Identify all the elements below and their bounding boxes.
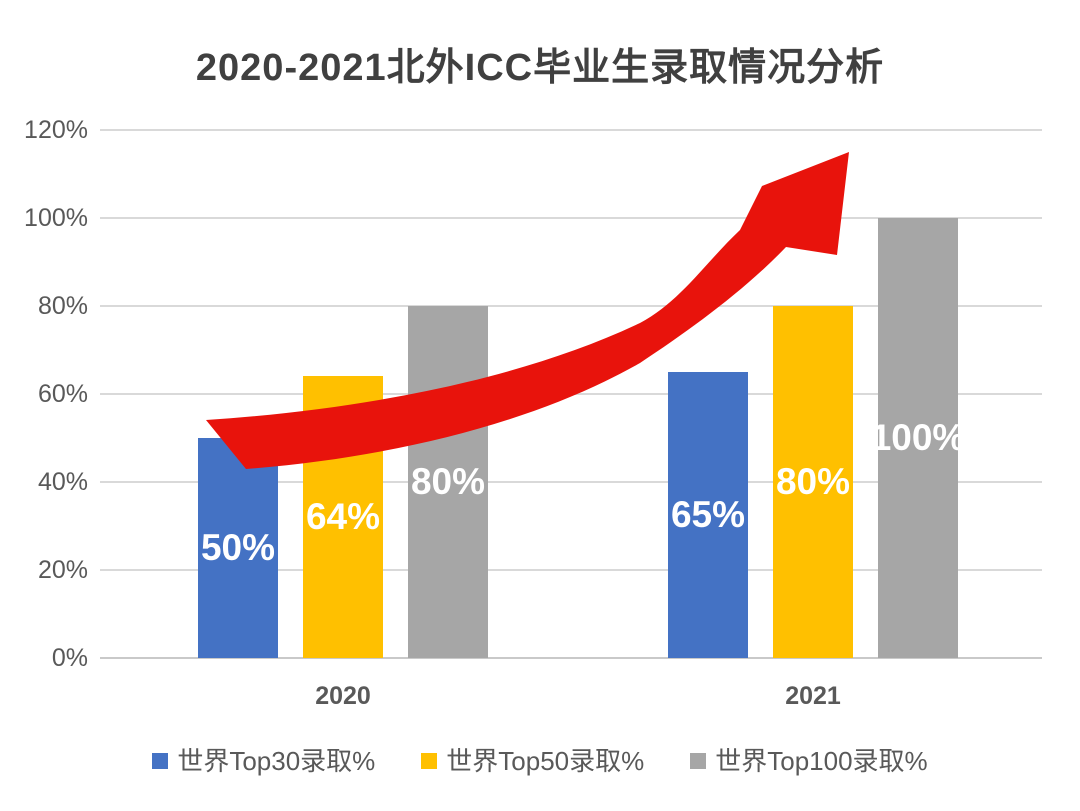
bar-value-label: 80% bbox=[410, 461, 486, 502]
legend-item: 世界Top30录取% bbox=[152, 746, 375, 776]
y-tick-label: 120% bbox=[24, 116, 88, 144]
bar-yellow-2020: 64% bbox=[303, 376, 383, 658]
bar-value-label: 65% bbox=[670, 494, 746, 535]
y-tick-label: 20% bbox=[37, 556, 88, 584]
bar-yellow-2021: 80% bbox=[773, 306, 853, 658]
bar-blue-2021: 65% bbox=[668, 372, 748, 658]
legend-label: 世界Top30录取% bbox=[177, 746, 376, 776]
bar-value-label: 50% bbox=[200, 527, 276, 568]
legend-item: 世界Top50录取% bbox=[421, 746, 644, 776]
y-tick-label: 40% bbox=[37, 468, 88, 496]
bar-gray-2021: 100% bbox=[871, 218, 965, 658]
x-tick-label: 2020 bbox=[315, 682, 371, 710]
legend-swatch-icon bbox=[421, 753, 438, 769]
gridline bbox=[100, 569, 1042, 571]
legend-label: 世界Top100录取% bbox=[715, 746, 928, 776]
y-tick-label: 60% bbox=[37, 380, 88, 408]
y-tick-label: 0% bbox=[51, 644, 88, 672]
y-tick-label: 80% bbox=[37, 292, 88, 320]
legend-swatch-icon bbox=[690, 753, 707, 769]
x-tick-label: 2021 bbox=[785, 682, 841, 710]
chart-title: 2020-2021北外ICC毕业生录取情况分析 bbox=[195, 47, 885, 89]
x-axis-line bbox=[100, 657, 1042, 659]
y-tick-label: 100% bbox=[24, 204, 88, 232]
legend-label: 世界Top50录取% bbox=[446, 746, 645, 776]
bar-value-label: 100% bbox=[870, 417, 966, 458]
bar-gray-2020: 80% bbox=[408, 306, 488, 658]
legend: 世界Top30录取% 世界Top50录取% 世界Top100录取% bbox=[0, 746, 1080, 776]
legend-swatch-icon bbox=[152, 753, 169, 769]
gridline bbox=[100, 481, 1042, 483]
legend-item: 世界Top100录取% bbox=[690, 746, 928, 776]
gridline bbox=[100, 129, 1042, 131]
bar-value-label: 64% bbox=[305, 496, 381, 538]
bar-value-label: 80% bbox=[775, 461, 851, 502]
bar-blue-2020: 50% bbox=[198, 438, 278, 658]
